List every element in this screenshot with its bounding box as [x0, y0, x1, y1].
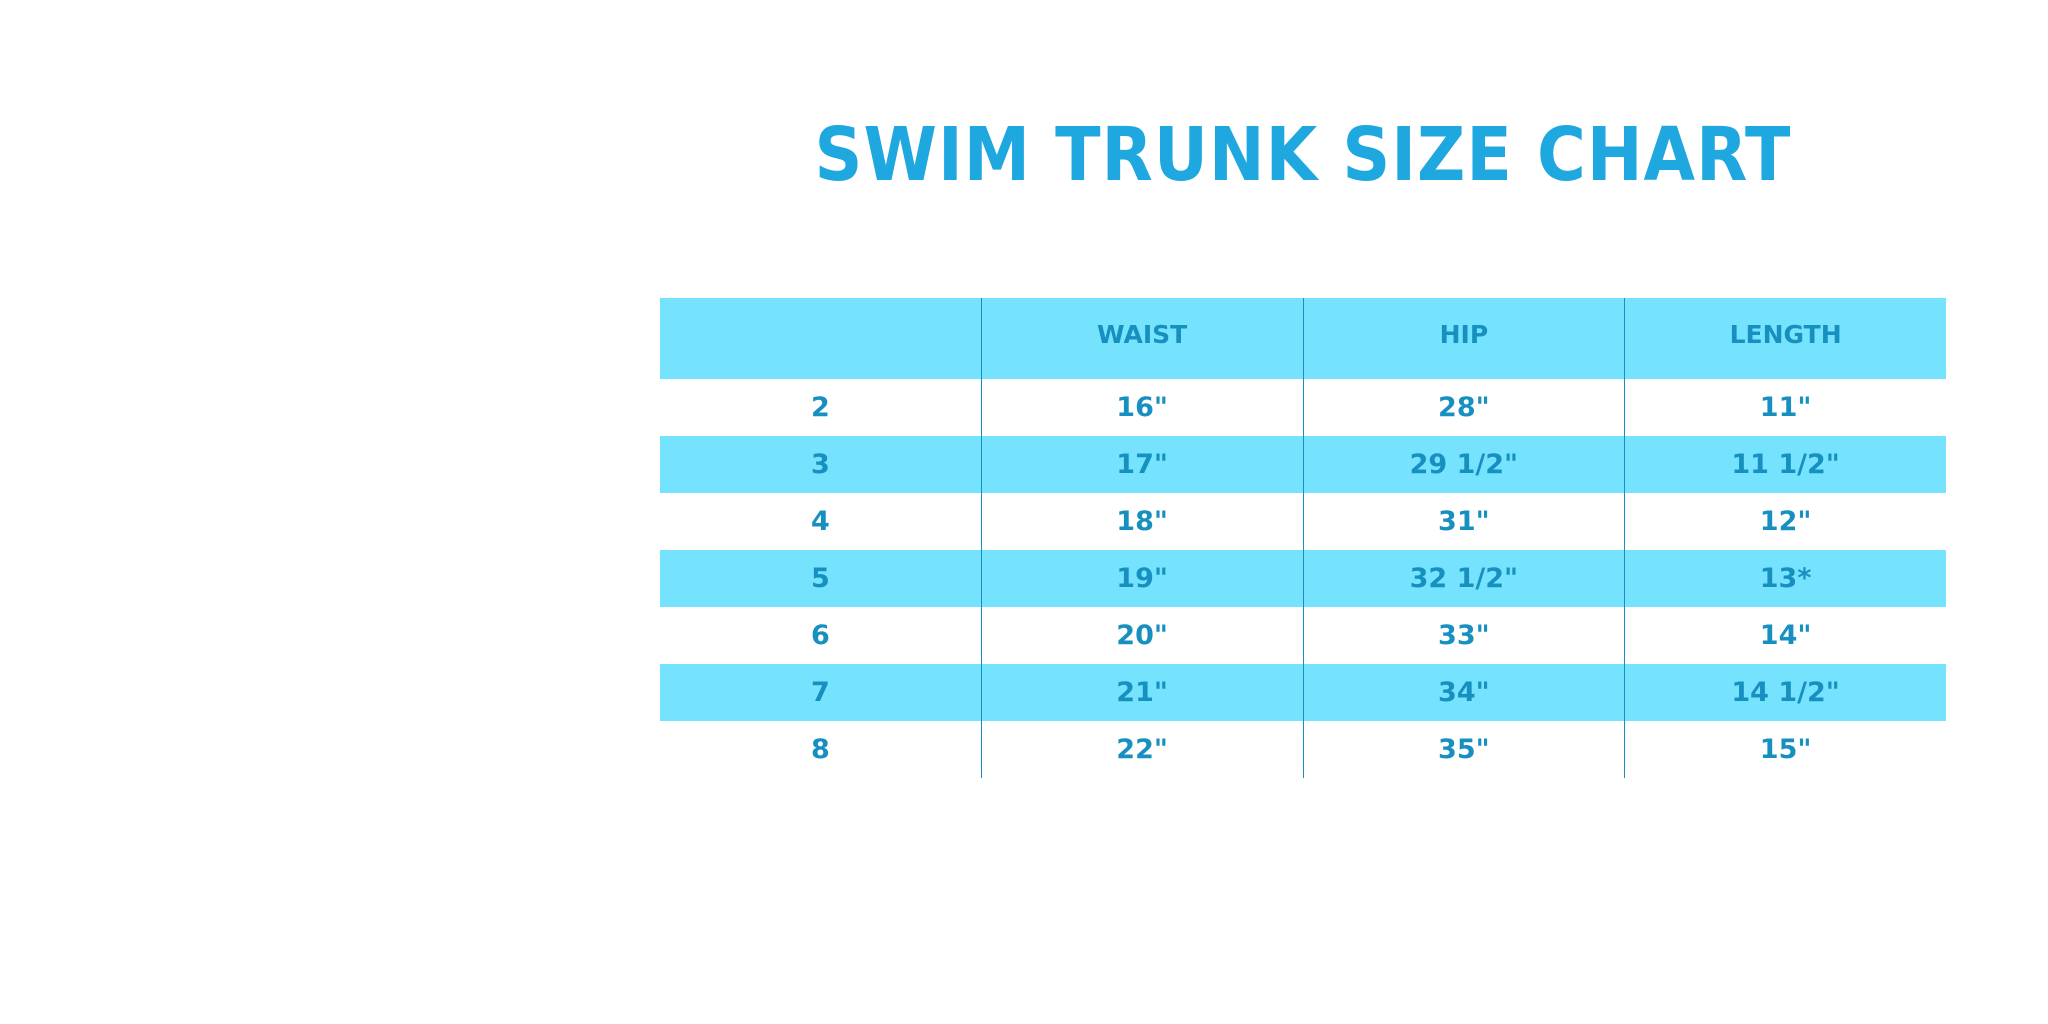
- cell-waist: 22": [980, 721, 1303, 778]
- header-cell-size: [660, 298, 981, 379]
- size-chart-table: WAIST HIP LENGTH 2 16" 28" 11" 3 17" 29 1/2" 11…: [660, 298, 1946, 778]
- cell-waist: 18": [980, 493, 1303, 550]
- cell-waist: 21": [980, 664, 1303, 721]
- cell-length: 11": [1624, 379, 1946, 436]
- cell-length: 11 1/2": [1624, 436, 1946, 493]
- cell-hip: 31": [1302, 493, 1625, 550]
- cell-size: 4: [810, 506, 830, 537]
- cell-hip: 32 1/2": [1302, 550, 1625, 607]
- cell-length: 14": [1624, 607, 1946, 664]
- table-row: 3 17" 29 1/2" 11 1/2": [660, 436, 1946, 493]
- table-row: 7 21" 34" 14 1/2": [660, 664, 1946, 721]
- table-row: 4 18" 31" 12": [660, 493, 1946, 550]
- table-header-row: WAIST HIP LENGTH: [660, 298, 1946, 379]
- header-cell-hip: HIP: [1302, 298, 1625, 379]
- cell-size: 2: [810, 392, 830, 423]
- cell-hip: 29 1/2": [1302, 436, 1625, 493]
- header-cell-length: LENGTH: [1624, 298, 1946, 379]
- cell-length: 15": [1624, 721, 1946, 778]
- table-row: 5 19" 32 1/2" 13*: [660, 550, 1946, 607]
- cell-length: 13*: [1624, 550, 1946, 607]
- table-row: 8 22" 35" 15": [660, 721, 1946, 778]
- cell-hip: 34": [1302, 664, 1625, 721]
- cell-size: 3: [810, 449, 830, 480]
- cell-waist: 17": [980, 436, 1303, 493]
- cell-length: 12": [1624, 493, 1946, 550]
- cell-waist: 20": [980, 607, 1303, 664]
- cell-hip: 33": [1302, 607, 1625, 664]
- cell-waist: 16": [980, 379, 1303, 436]
- cell-hip: 35": [1302, 721, 1625, 778]
- cell-size: 8: [810, 734, 830, 765]
- cell-size: 5: [810, 563, 830, 594]
- cell-size: 7: [810, 677, 830, 708]
- cell-size: 6: [810, 620, 830, 651]
- cell-waist: 19": [980, 550, 1303, 607]
- table-row: 6 20" 33" 14": [660, 607, 1946, 664]
- page-title: SWIM TRUNK SIZE CHART: [814, 112, 1792, 198]
- table-row: 2 16" 28" 11": [660, 379, 1946, 436]
- header-cell-waist: WAIST: [980, 298, 1303, 379]
- cell-hip: 28": [1302, 379, 1625, 436]
- cell-length: 14 1/2": [1624, 664, 1946, 721]
